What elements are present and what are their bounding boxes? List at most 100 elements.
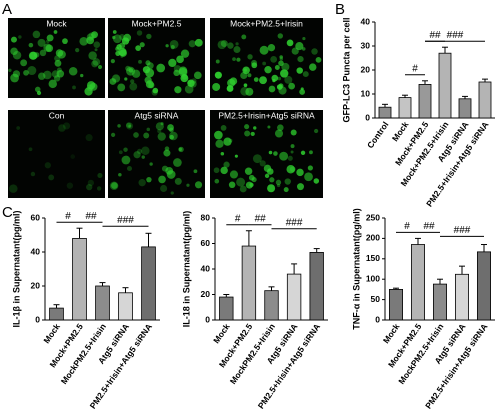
cell xyxy=(126,66,136,76)
cell xyxy=(152,87,159,94)
micrograph-label: Mock+PM2.5 xyxy=(132,18,182,28)
panel-label: B xyxy=(335,1,345,18)
micrograph-label: Mock xyxy=(46,18,67,28)
cell xyxy=(16,126,21,130)
cell xyxy=(68,66,78,76)
cell xyxy=(10,73,19,83)
cell xyxy=(66,182,74,189)
cell xyxy=(242,66,250,75)
y-tick-label: 150 xyxy=(366,253,380,263)
cell xyxy=(169,127,174,133)
cell xyxy=(72,85,76,90)
bar xyxy=(476,251,491,321)
cell xyxy=(301,47,306,51)
cell xyxy=(119,49,127,57)
cell xyxy=(234,154,238,158)
micrograph-bg xyxy=(108,110,205,198)
bar xyxy=(286,273,302,321)
y-tick-label: 20 xyxy=(361,64,371,74)
y-tick-label: 0 xyxy=(35,314,40,324)
cell xyxy=(299,89,306,95)
significance-label: ## xyxy=(255,213,267,224)
cell xyxy=(163,149,171,157)
bar xyxy=(264,290,279,321)
cell xyxy=(48,79,57,89)
y-tick-label: 50 xyxy=(371,294,381,304)
significance-label: # xyxy=(65,211,71,222)
cell xyxy=(267,125,271,129)
y-axis-title: GFP-LC3 Puncta per cell xyxy=(341,17,351,122)
cell xyxy=(124,77,128,81)
cell xyxy=(245,181,253,189)
cell xyxy=(244,167,253,175)
cell xyxy=(44,162,51,169)
cell xyxy=(86,183,93,191)
bar xyxy=(72,237,87,321)
significance-label: ### xyxy=(117,215,134,226)
cell xyxy=(130,79,135,84)
cell xyxy=(281,62,290,71)
cell xyxy=(158,175,166,184)
bar xyxy=(95,285,110,321)
cell xyxy=(295,41,304,51)
cell xyxy=(251,62,258,69)
cell xyxy=(118,173,122,177)
bar xyxy=(241,245,257,321)
cell xyxy=(278,60,284,67)
cell xyxy=(270,56,278,63)
cell xyxy=(283,187,289,193)
cell xyxy=(191,78,197,84)
cell xyxy=(253,126,257,130)
micrograph: Mock xyxy=(8,18,105,98)
cell xyxy=(252,154,262,164)
bar xyxy=(458,98,472,119)
cell xyxy=(277,33,284,39)
cell xyxy=(157,129,162,134)
cell xyxy=(39,49,47,57)
x-tick-label: Control xyxy=(365,120,391,150)
cell xyxy=(244,124,250,130)
cell xyxy=(273,151,278,156)
cell xyxy=(87,179,95,187)
significance-label: ### xyxy=(454,225,471,236)
bar xyxy=(309,252,324,321)
cell xyxy=(304,172,313,182)
cell xyxy=(20,59,28,67)
cell xyxy=(227,42,234,49)
bar xyxy=(118,292,133,321)
cell xyxy=(178,146,184,153)
cell xyxy=(277,76,282,81)
cell xyxy=(118,150,123,155)
cell xyxy=(279,55,283,59)
cell xyxy=(166,170,176,179)
cell xyxy=(70,154,76,159)
cell xyxy=(268,150,273,155)
cell xyxy=(91,60,99,68)
cell xyxy=(112,30,117,34)
y-tick-label: 0 xyxy=(205,314,210,324)
cell xyxy=(245,87,254,96)
cell xyxy=(262,61,267,66)
cell xyxy=(133,132,139,138)
cell xyxy=(253,77,259,82)
cell xyxy=(75,47,80,53)
cell xyxy=(30,171,36,177)
cell xyxy=(290,144,295,149)
cell xyxy=(309,63,317,71)
cell xyxy=(141,146,150,155)
cell xyxy=(296,168,304,177)
cell xyxy=(184,84,194,94)
cell xyxy=(315,56,322,63)
cell xyxy=(187,80,192,85)
cell xyxy=(43,70,52,80)
cell xyxy=(194,181,203,189)
cell xyxy=(111,182,118,189)
y-axis-title: IL-1β in Supernatant(pg/ml) xyxy=(11,211,21,328)
cell xyxy=(247,54,253,60)
cell xyxy=(38,72,46,80)
cell xyxy=(212,82,221,91)
cell xyxy=(32,30,41,39)
cell xyxy=(146,176,152,183)
cell xyxy=(160,184,168,193)
cell xyxy=(111,74,121,83)
